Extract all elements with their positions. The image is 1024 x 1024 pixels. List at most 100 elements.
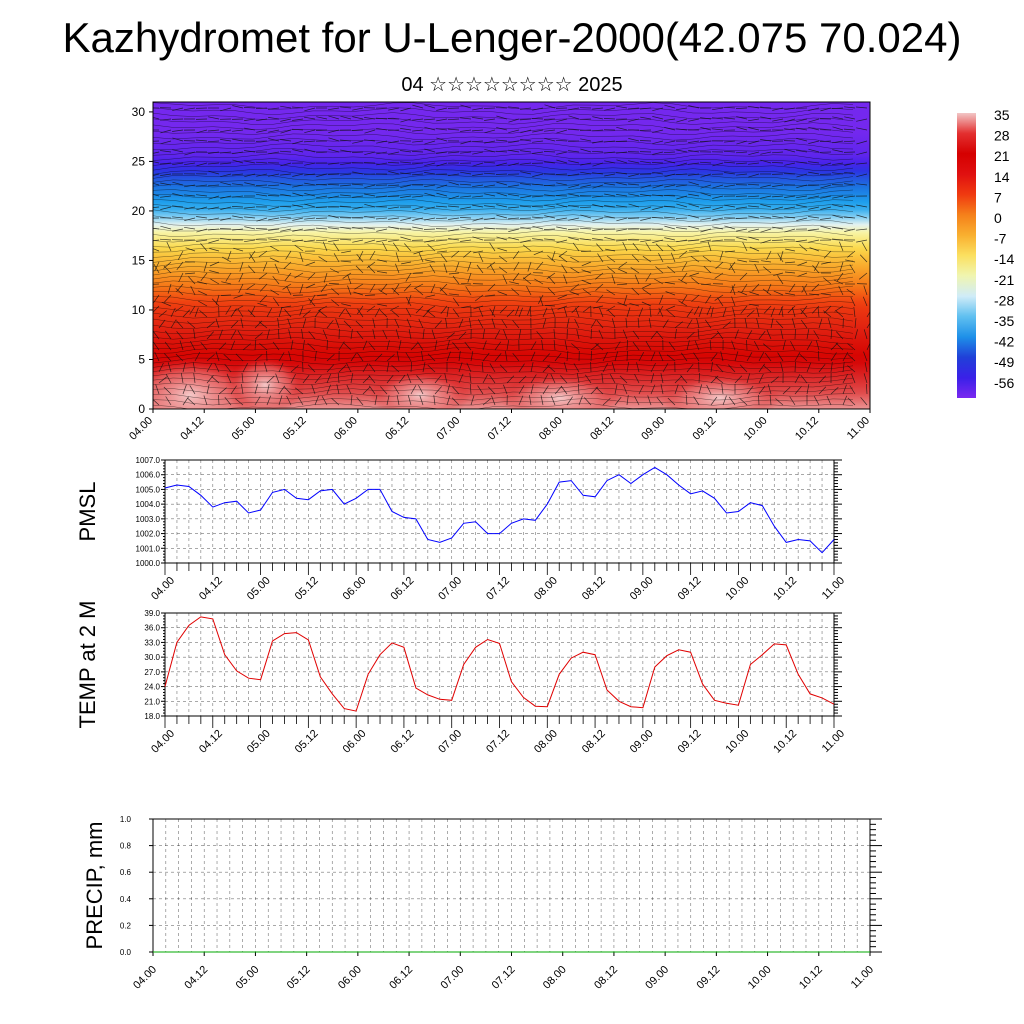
wind-vector: [527, 261, 532, 272]
contour-line: [153, 275, 854, 284]
wind-vector: [794, 328, 796, 340]
wind-vector: [567, 228, 580, 230]
wind-vector: [796, 204, 808, 208]
wind-vector: [595, 283, 604, 291]
wind-vector: [532, 107, 544, 111]
wind-vector: [676, 195, 688, 200]
wind-vector: [544, 137, 556, 142]
wind-vector: [662, 363, 669, 373]
wind-vector: [355, 320, 364, 329]
wind-vector: [652, 194, 664, 197]
wind-vector: [364, 203, 376, 208]
wind-vector: [463, 250, 472, 258]
wind-vector: [844, 171, 856, 175]
wind-vector: [645, 272, 652, 282]
wind-vector: [862, 296, 868, 307]
wind-vector: [314, 375, 322, 384]
wind-vector: [784, 118, 796, 123]
wind-vector: [845, 259, 856, 263]
wind-vector: [544, 204, 556, 208]
wind-vector: [662, 319, 669, 329]
wind-vector: [194, 307, 199, 318]
contour-line: [153, 326, 854, 335]
wind-vector: [749, 291, 760, 296]
wind-vector: [158, 362, 164, 373]
y-tick-label: 1007.0: [136, 456, 161, 465]
wind-vector: [280, 228, 292, 232]
wind-vector: [595, 386, 604, 395]
wind-vector: [352, 195, 364, 198]
wind-vector: [394, 318, 400, 329]
wind-vector: [856, 151, 868, 156]
top-x-tick-label: 05.12: [281, 415, 309, 443]
wind-vector: [318, 305, 328, 312]
wind-vector: [638, 352, 645, 362]
wind-vector: [777, 352, 784, 362]
wind-vector: [667, 310, 676, 318]
wind-vector: [153, 264, 160, 274]
wind-vector: [652, 151, 664, 155]
wind-vector: [364, 184, 376, 189]
wind-vector: [386, 362, 390, 373]
wind-vector: [728, 261, 736, 271]
wind-vector: [707, 241, 712, 252]
wind-vector: [172, 129, 184, 132]
wind-vector: [256, 118, 268, 122]
wind-vector: [184, 217, 196, 221]
wind-vector: [703, 265, 712, 274]
wind-vector: [754, 263, 760, 274]
wind-vector: [304, 173, 316, 176]
wind-vector: [736, 237, 748, 241]
wind-vector: [568, 205, 580, 208]
wind-vector: [832, 214, 844, 219]
wind-vector: [375, 217, 388, 220]
wind-vector: [398, 340, 402, 351]
wind-vector: [395, 252, 400, 263]
wind-vector: [425, 294, 436, 298]
wind-vector: [377, 303, 388, 307]
wind-vector: [554, 352, 562, 362]
wind-vector: [215, 351, 220, 362]
wind-vector: [280, 173, 292, 176]
wind-vector: [328, 162, 340, 165]
wind-vector: [802, 285, 808, 296]
wind-vector: [710, 352, 718, 362]
wind-vector: [436, 151, 448, 154]
wind-vector: [542, 353, 550, 362]
wind-vector: [566, 318, 570, 329]
wind-vector: [470, 351, 474, 362]
wind-vector: [254, 384, 258, 395]
wind-vector: [846, 288, 856, 296]
colorbar-label: 21: [994, 148, 1010, 164]
wind-vector: [331, 299, 340, 307]
wind-vector: [322, 329, 328, 340]
wind-vector: [698, 307, 703, 318]
wind-vector: [484, 184, 496, 188]
wind-vector: [230, 385, 237, 395]
wind-vector: [443, 263, 448, 274]
wind-vector: [842, 362, 845, 373]
wind-vector: [153, 283, 160, 285]
wind-vector: [182, 362, 186, 373]
wind-vector: [860, 397, 868, 406]
wind-vector: [699, 161, 712, 164]
wind-vector: [836, 331, 844, 340]
wind-vector: [544, 238, 556, 241]
wind-vector: [678, 278, 688, 285]
contour-line: [153, 382, 854, 391]
wind-vector: [568, 217, 580, 221]
wind-vector: [405, 308, 412, 318]
wind-vector: [700, 117, 712, 120]
wind-vector: [599, 307, 604, 318]
wind-vector: [328, 283, 340, 285]
wind-vector: [513, 261, 520, 271]
wind-vector: [400, 195, 412, 198]
wind-vector: [616, 205, 628, 208]
wind-vector: [315, 184, 328, 186]
wind-vector: [688, 203, 700, 208]
wind-vector: [823, 277, 832, 285]
wind-vector: [358, 250, 364, 261]
wind-vector: [543, 184, 556, 187]
contour-line: [153, 209, 854, 217]
wind-vector: [203, 261, 208, 272]
